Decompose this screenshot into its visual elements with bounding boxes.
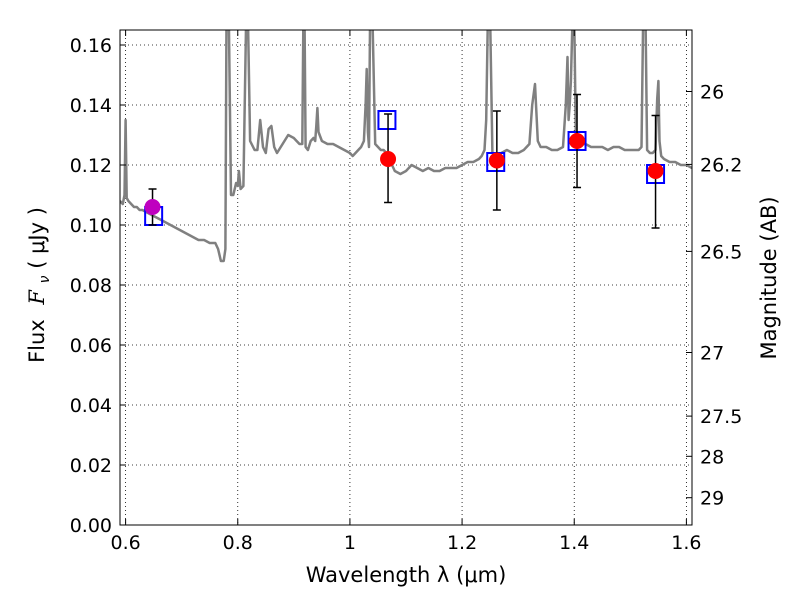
y-tick-label: 0.04 xyxy=(70,395,112,417)
y-tick-label: 0.08 xyxy=(70,275,112,297)
axis-ticks: 0.6 0.8 1 1.2 1.4 1.6 0.00 0.02 0.04 0.06 0.08 0.10… xyxy=(70,30,742,554)
x-tick-label: 1 xyxy=(344,532,356,554)
model-flux-box xyxy=(377,110,397,130)
y2-tick-label: 26.5 xyxy=(700,241,742,263)
x-tick-label: 0.8 xyxy=(223,532,253,554)
y-tick-label: 0.16 xyxy=(70,35,112,57)
observed-flux-point xyxy=(647,163,664,179)
observed-flux-point xyxy=(144,199,161,215)
y-tick-label: 0.02 xyxy=(70,455,112,477)
y2-tick-label: 29 xyxy=(700,488,724,510)
observed-flux-point xyxy=(380,151,397,167)
y2-axis-label: Magnitude (AB) xyxy=(757,196,781,359)
y2-tick-label: 26 xyxy=(700,82,724,104)
y2-tick-label: 27.5 xyxy=(700,406,742,428)
y-tick-label: 0.12 xyxy=(70,155,112,177)
observed-flux-point xyxy=(569,133,586,149)
y2-tick-label: 28 xyxy=(700,446,724,468)
grid xyxy=(120,30,692,526)
model-spectrum-line xyxy=(120,30,692,263)
x-tick-label: 0.6 xyxy=(110,532,140,554)
y-tick-label: 0.10 xyxy=(70,215,112,237)
y-tick-label: 0.00 xyxy=(70,515,112,537)
x-tick-label: 1.4 xyxy=(559,532,589,554)
y-axis-label: Flux F ν ( μJy ) xyxy=(25,207,54,363)
y-tick-label: 0.06 xyxy=(70,335,112,357)
x-tick-label: 1.2 xyxy=(447,532,477,554)
plot-data xyxy=(120,30,692,263)
y2-tick-label: 26.2 xyxy=(700,154,742,176)
y-tick-label: 0.14 xyxy=(70,95,112,117)
y2-tick-label: 27 xyxy=(700,343,724,365)
x-axis-label: Wavelength λ (μm) xyxy=(306,563,507,587)
plot-frame xyxy=(119,29,693,526)
observed-flux-point xyxy=(488,152,505,169)
x-tick-label: 1.6 xyxy=(671,532,701,554)
